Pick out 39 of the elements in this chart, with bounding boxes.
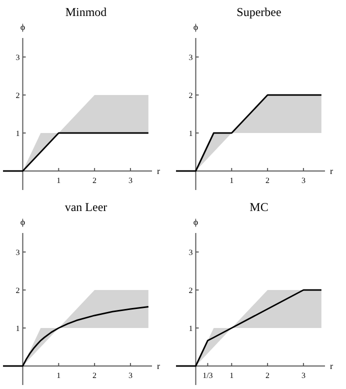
x-tick-label: 3 (128, 176, 132, 185)
y-tick-label: 3 (16, 248, 20, 257)
y-tick-label: 3 (188, 248, 193, 257)
y-axis-title: ϕ (20, 22, 26, 32)
x-tick-label: 2 (266, 176, 270, 185)
chart-title: MC (250, 200, 268, 214)
y-tick-label: 2 (16, 286, 20, 295)
y-tick-label: 1 (16, 324, 20, 333)
x-tick-label: 2 (92, 176, 97, 185)
y-axis-title: ϕ (193, 22, 198, 32)
x-tick-label: 1/3 (202, 371, 213, 380)
chart-title: Superbee (236, 5, 282, 19)
x-tick-label: 2 (92, 371, 97, 380)
chart-title: van Leer (64, 200, 108, 214)
y-tick-label: 1 (16, 129, 20, 138)
x-tick-label: 1 (230, 371, 234, 380)
x-axis-title: r (330, 166, 333, 176)
y-tick-label: 2 (188, 286, 193, 295)
line-series (175, 289, 322, 367)
x-tick-label: 3 (301, 371, 306, 380)
x-tick-label: 1 (230, 176, 234, 185)
x-tick-label: 3 (301, 176, 306, 185)
y-tick-label: 3 (16, 53, 20, 62)
x-tick-label: 1 (56, 176, 61, 185)
x-axis-title: r (157, 361, 160, 371)
y-tick-label: 2 (188, 91, 193, 100)
x-axis-title: r (330, 361, 333, 371)
x-tick-label: 1 (56, 371, 61, 380)
y-axis-title: ϕ (20, 217, 26, 227)
x-tick-label: 2 (266, 371, 270, 380)
y-tick-label: 3 (188, 53, 193, 62)
x-axis-title: r (157, 166, 160, 176)
chart-title: Minmod (65, 5, 107, 19)
x-tick-label: 3 (128, 371, 132, 380)
y-tick-label: 2 (16, 91, 20, 100)
line-series (2, 306, 150, 367)
y-tick-label: 1 (188, 324, 193, 333)
y-axis-title: ϕ (193, 217, 198, 227)
y-tick-label: 1 (188, 129, 193, 138)
